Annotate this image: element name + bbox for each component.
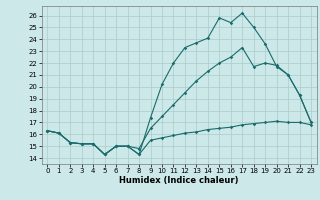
X-axis label: Humidex (Indice chaleur): Humidex (Indice chaleur) (119, 176, 239, 185)
